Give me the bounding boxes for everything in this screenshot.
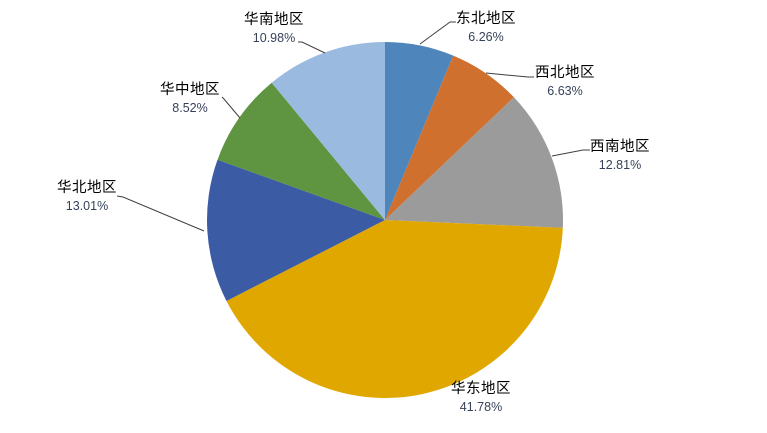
leader-line-central-china	[221, 96, 241, 119]
pie-slice-north-china	[207, 159, 385, 301]
pie-slice-central-china	[217, 82, 385, 221]
leader-line-southwest	[551, 149, 590, 157]
leader-line-south-china	[298, 41, 326, 54]
leader-line-northeast	[419, 21, 456, 45]
pie-slice-southwest	[385, 97, 564, 228]
pie-slice-south-china	[271, 42, 385, 220]
leader-line-northwest	[485, 72, 534, 78]
pie-slice-northwest	[385, 55, 514, 221]
pie-slice-east-china	[226, 220, 563, 399]
pie-slice-northeast	[385, 42, 454, 220]
leader-line-north-china	[116, 195, 205, 232]
